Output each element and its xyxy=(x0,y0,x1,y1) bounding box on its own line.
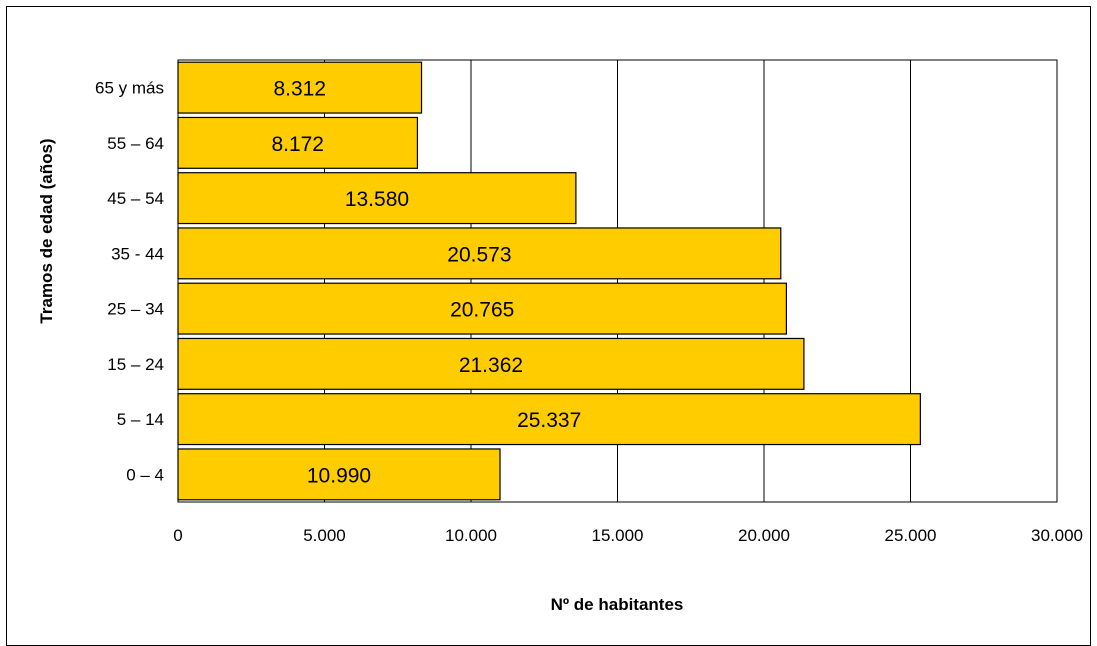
data-label: 20.573 xyxy=(447,243,511,266)
data-label: 25.337 xyxy=(517,409,581,432)
y-tick-label: 45 – 54 xyxy=(107,189,164,208)
bar-chart: 10.990 25.337 21.362 20.765 20.573 13.580 8.17… xyxy=(37,59,1083,614)
y-tick-label: 0 – 4 xyxy=(126,465,164,484)
bars: 10.990 25.337 21.362 20.765 20.573 13.580 8.17… xyxy=(177,61,921,501)
y-axis-title: Tramos de edad (años) xyxy=(37,138,56,323)
x-tick-labels: 0 5.000 10.000 15.000 20.000 25.000 30.000 xyxy=(173,526,1083,545)
x-tick-label: 30.000 xyxy=(1031,526,1083,545)
x-tick-label: 0 xyxy=(173,526,182,545)
x-tick-label: 25.000 xyxy=(885,526,937,545)
bar xyxy=(177,172,577,225)
y-tick-label: 5 – 14 xyxy=(117,410,164,429)
x-tick-label: 20.000 xyxy=(738,526,790,545)
data-label: 21.362 xyxy=(459,354,523,377)
y-tick-labels: 0 – 4 5 – 14 15 – 24 25 – 34 35 - 44 45 – 54 5… xyxy=(95,79,164,485)
y-tick-label: 65 y más xyxy=(95,79,164,98)
y-tick-label: 55 – 64 xyxy=(107,134,164,153)
bar xyxy=(177,337,805,390)
data-label: 13.580 xyxy=(345,188,409,211)
bar xyxy=(177,227,782,280)
data-label: 8.172 xyxy=(271,133,324,156)
x-axis-title: Nº de habitantes xyxy=(551,595,684,614)
x-tick-label: 5.000 xyxy=(303,526,346,545)
x-tick-label: 10.000 xyxy=(445,526,497,545)
x-tick-label: 15.000 xyxy=(592,526,644,545)
data-label: 20.765 xyxy=(450,299,514,322)
bar xyxy=(177,393,921,446)
data-label: 8.312 xyxy=(273,78,326,101)
y-tick-label: 35 - 44 xyxy=(111,244,164,263)
bar xyxy=(177,282,788,335)
bar xyxy=(177,61,423,114)
bar xyxy=(177,116,419,169)
y-tick-label: 15 – 24 xyxy=(107,355,164,374)
data-label: 10.990 xyxy=(307,464,371,487)
bar xyxy=(177,448,501,501)
y-tick-label: 25 – 34 xyxy=(107,300,164,319)
